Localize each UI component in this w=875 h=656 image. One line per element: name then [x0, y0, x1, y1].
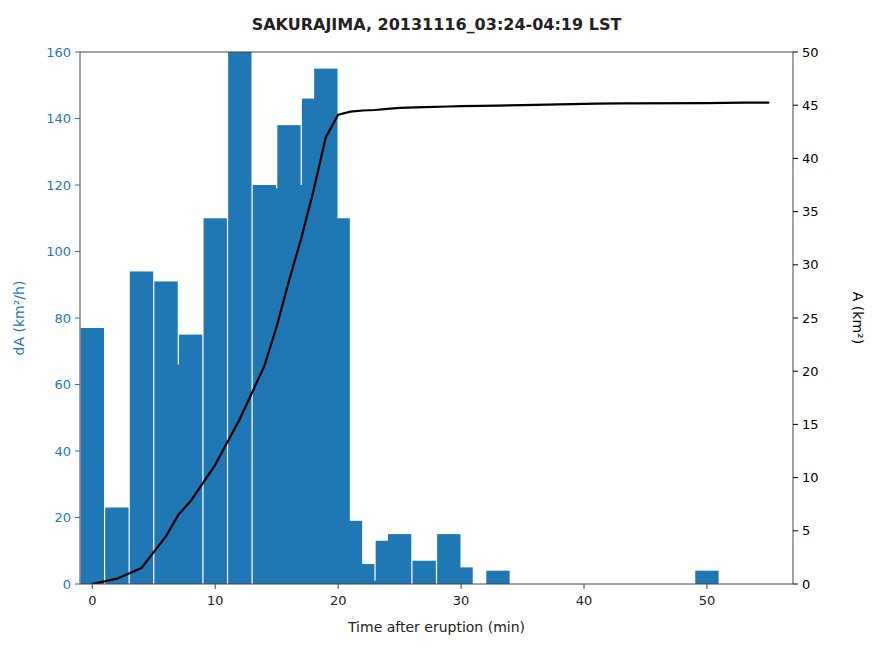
- y2-tick-label: 35: [802, 204, 819, 219]
- y2-tick-label: 25: [802, 311, 819, 326]
- x-tick-label: 30: [453, 593, 470, 608]
- y-tick-label: 60: [54, 377, 71, 392]
- y2-tick: [793, 318, 798, 319]
- y2-tick-label: 10: [802, 470, 819, 485]
- data-group: [81, 52, 769, 584]
- y2-tick: [793, 424, 798, 425]
- bar: [228, 52, 251, 584]
- y2-tick-label: 5: [802, 523, 810, 538]
- y-tick: [75, 52, 80, 53]
- chart-container: 0 10 20 30 40 50 0 20 40 60 80 100 120 140 160 0 5 10 15 20…: [0, 0, 875, 656]
- bar: [179, 335, 202, 584]
- x-tick: [338, 584, 339, 589]
- y-tick-label: 20: [54, 510, 71, 525]
- bar: [486, 571, 509, 584]
- y2-tick-label: 45: [802, 98, 819, 113]
- bar: [81, 328, 104, 584]
- chart-title: SAKURAJIMA, 20131116_03:24-04:19 LST: [252, 15, 622, 34]
- y2-tick-label: 30: [802, 257, 819, 272]
- bar: [204, 218, 227, 584]
- bar: [105, 508, 128, 584]
- y-tick: [75, 517, 80, 518]
- y2-tick: [793, 264, 798, 265]
- x-tick: [584, 584, 585, 589]
- y2-tick: [793, 371, 798, 372]
- x-tick: [92, 584, 93, 589]
- bar: [413, 561, 436, 584]
- y2-tick-label: 15: [802, 417, 819, 432]
- plot-background: [80, 52, 793, 584]
- y-tick-label: 80: [54, 311, 71, 326]
- bar: [449, 567, 472, 584]
- cumulative-line: [92, 103, 768, 584]
- x-tick-label: 40: [576, 593, 593, 608]
- chart-svg: 0 10 20 30 40 50 0 20 40 60 80 100 120 140 160 0 5 10 15 20…: [0, 0, 875, 656]
- y-axis-right: 0 5 10 15 20 25 30 35 40 45 50: [793, 45, 819, 592]
- y2-tick: [793, 530, 798, 531]
- x-tick-label: 50: [699, 593, 716, 608]
- y2-tick-label: 20: [802, 364, 819, 379]
- y-axis-label: dA (km²/h): [11, 281, 27, 356]
- y-tick-label: 160: [46, 45, 71, 60]
- y-tick: [75, 451, 80, 452]
- y2-axis-label: A (km²): [850, 292, 866, 344]
- y2-tick-label: 50: [802, 45, 819, 60]
- y2-tick-label: 0: [802, 577, 810, 592]
- x-tick-label: 10: [207, 593, 224, 608]
- x-tick-label: 20: [330, 593, 347, 608]
- y-tick-label: 40: [54, 444, 71, 459]
- y-tick-label: 120: [46, 178, 71, 193]
- y2-tick: [793, 158, 798, 159]
- bar: [695, 571, 718, 584]
- x-axis-label: Time after eruption (min): [347, 619, 525, 635]
- y2-tick: [793, 477, 798, 478]
- y-axis-left: 0 20 40 60 80 100 120 140 160: [46, 45, 80, 592]
- x-tick: [215, 584, 216, 589]
- y-tick-label: 100: [46, 244, 71, 259]
- y2-tick: [793, 584, 798, 585]
- y2-tick-label: 40: [802, 151, 819, 166]
- y-tick: [75, 118, 80, 119]
- y-tick-label: 140: [46, 111, 71, 126]
- x-axis: 0 10 20 30 40 50: [88, 584, 715, 608]
- x-tick: [461, 584, 462, 589]
- y-tick: [75, 185, 80, 186]
- y2-tick: [793, 52, 798, 53]
- x-tick: [706, 584, 707, 589]
- y-tick: [75, 584, 80, 585]
- y2-tick: [793, 211, 798, 212]
- y-tick-label: 0: [63, 577, 71, 592]
- y-tick: [75, 251, 80, 252]
- bar: [388, 534, 411, 584]
- x-tick-label: 0: [88, 593, 96, 608]
- y2-tick: [793, 105, 798, 106]
- y-tick: [75, 384, 80, 385]
- bar: [130, 271, 153, 584]
- plot-frame: [80, 52, 793, 584]
- y-tick: [75, 318, 80, 319]
